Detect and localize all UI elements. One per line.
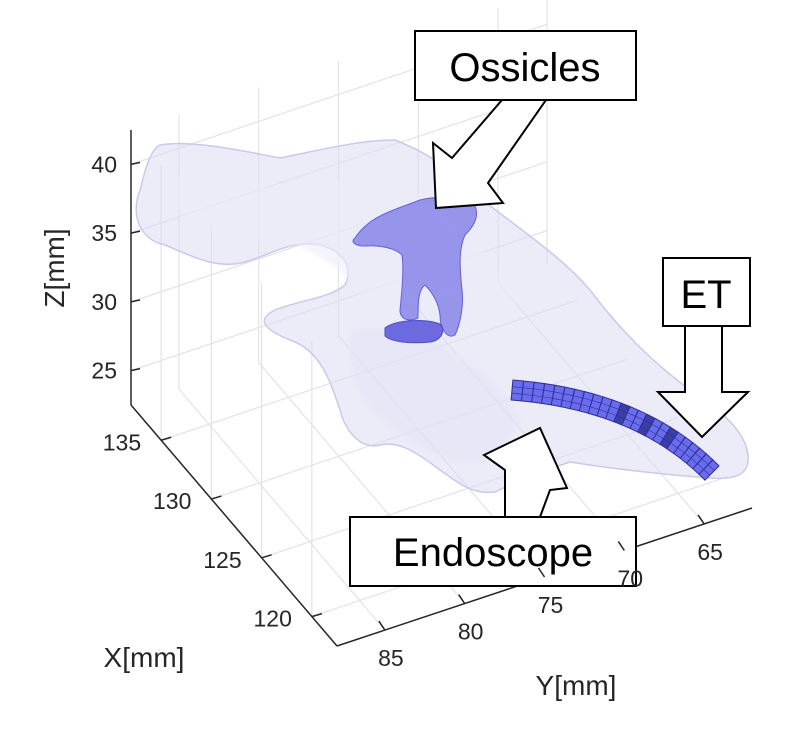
callout-et-label: ET [680,273,731,317]
endoscope-mesh-line [695,452,702,459]
y-tick-mark [378,620,386,631]
x-tick-label: 125 [203,547,241,573]
endoscope-mesh-line [543,389,554,393]
y-tick-label: 80 [458,619,484,645]
x-tick-label: 135 [103,429,141,455]
z-tick-label: 25 [91,358,117,384]
x-axis-label: X[mm] [104,642,185,673]
y-tick-label: 65 [697,539,723,565]
y-tick-label: 70 [618,565,644,591]
endoscope-mesh-line [624,418,634,423]
endoscope-mesh-line [708,464,715,471]
endoscope-mesh-line [580,404,591,408]
endoscope-mesh-line [674,437,682,443]
endoscope-mesh-line [573,395,583,399]
endoscope-mesh-line [684,452,692,459]
endoscope-mesh-line [655,433,664,439]
endoscope-mesh-line [648,429,657,435]
z-axis-label: Z[mm] [39,228,70,307]
endoscope-mesh-line [532,395,543,398]
y-axis-label: Y[mm] [536,670,617,701]
endoscope-mesh-line [640,425,649,431]
endoscope-mesh-line [512,386,523,388]
callout-ossicles: Ossicles [414,30,637,210]
endoscope-mesh-line [697,463,704,470]
callout-et-box [662,257,751,327]
cavity-lower-lobe [348,326,520,463]
endoscope-mesh-line [563,393,574,397]
endoscope-mesh-line [632,422,641,427]
endoscope-mesh-line [681,442,689,449]
z-tick-mark [130,161,141,166]
callout-ossicles-arrow [431,99,548,210]
endoscope-mesh-line [663,438,671,444]
endoscope-mesh-line [553,391,564,394]
y-tick-mark [697,514,705,525]
callout-endoscope-box [349,516,637,587]
endoscope-mesh-line [552,398,563,401]
endoscope-mesh-line [666,432,675,438]
endoscope-mesh-line [533,388,544,391]
endoscope-mesh-line [616,415,625,420]
x-tick-label: 130 [153,488,191,514]
z-tick-mark [130,367,141,372]
endoscope-mesh-line [627,412,636,417]
x-axis-line [130,404,338,647]
y-tick-mark [537,567,546,578]
z-tick-mark [130,230,141,234]
endoscope-mesh-line [582,397,593,401]
x-tick-mark [211,495,222,500]
endoscope-mesh-line [688,447,696,454]
callout-ossicles-box [414,30,637,101]
endoscope-mesh-line [701,458,709,465]
endoscope-mesh-line [677,447,685,454]
callout-endoscope: Endoscope [349,426,637,587]
endoscope-mesh-line [618,409,628,413]
x-tick-mark [261,554,272,559]
endoscope-mesh-line [591,400,602,404]
y-tick-mark [617,541,625,551]
endoscope-mesh-line [635,416,644,421]
callout-endoscope-label: Endoscope [393,531,593,575]
endoscope-mesh-line [571,401,582,405]
x-tick-label: 120 [254,606,292,632]
endoscope-mesh-line [522,393,533,396]
endoscope-mesh-line [562,399,572,403]
endoscope-mesh-line [522,387,534,390]
z-tick-label: 30 [91,289,117,315]
x-tick-mark [311,612,323,618]
y-tick-mark [458,594,466,604]
x-tick-mark [160,436,172,441]
y-tick-label: 75 [538,592,564,618]
axis-ticks: 25 30 35 40 120 125 130 135 65 70 75 80 85 [91,151,723,671]
z-tick-label: 40 [91,151,117,177]
callout-et-arrow [655,325,751,439]
endoscope-mesh-line [703,469,710,476]
endoscope-mesh-line [659,428,668,434]
endoscope-mesh-line [651,423,660,429]
callout-endoscope-arrow [482,426,569,518]
endoscope-mesh-line [598,409,609,413]
endoscope-shape [510,379,720,481]
ossicles-footplate [384,320,444,344]
endoscope-segment [698,459,720,481]
endoscope-mesh-line [607,412,617,416]
z-tick-mark [130,299,141,303]
endoscope-mesh-line [601,402,611,407]
callout-et: ET [655,257,751,439]
callout-ossicles-label: Ossicles [449,46,600,90]
endoscope-mesh-line [690,458,698,465]
ossicles-shape [352,197,478,344]
endoscope-mesh-line [609,405,619,410]
y-tick-label: 85 [378,645,404,671]
endoscope-mesh-line [590,406,600,410]
z-tick-label: 35 [91,220,117,246]
endoscope-mesh-line [542,396,553,399]
grid-line [178,388,386,631]
endoscope-mesh-line [511,392,523,395]
endoscope-mesh-line [670,442,678,449]
endoscope-mesh-line [643,419,652,425]
